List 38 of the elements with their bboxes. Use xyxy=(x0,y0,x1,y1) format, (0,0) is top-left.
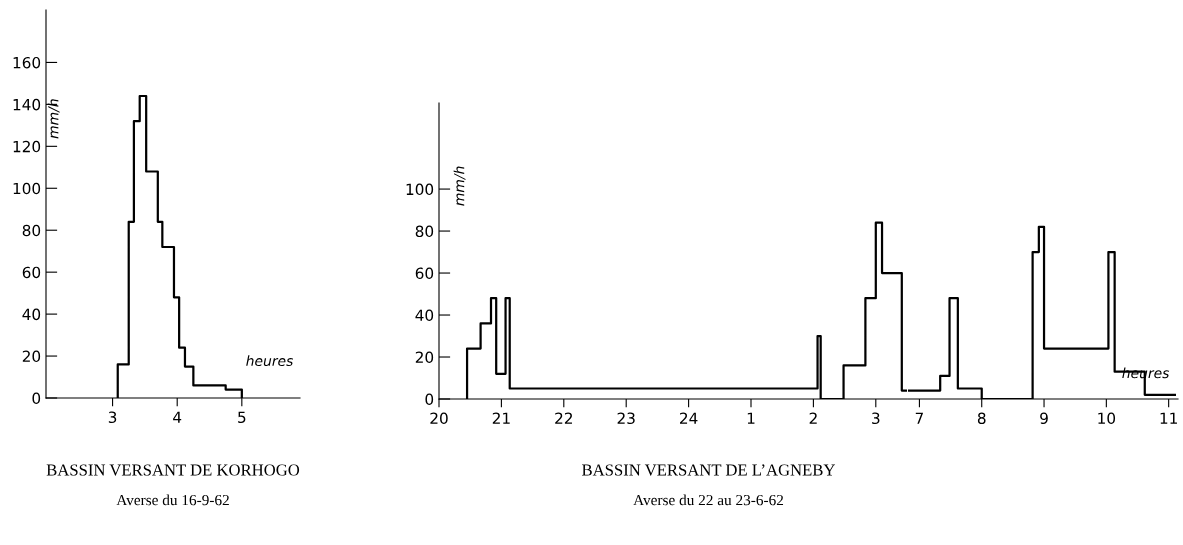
y-tick-label: 60 xyxy=(22,266,41,279)
y-tick-label: 100 xyxy=(13,182,41,195)
x-tick-label: 8 xyxy=(977,412,986,425)
x-tick-label: 20 xyxy=(430,412,448,425)
x-tick-label: 3 xyxy=(108,411,117,424)
y-tick-label: 60 xyxy=(415,267,434,280)
x-tick-label: 1 xyxy=(747,412,755,424)
text: BASSIN VERSANT DE KORHOGO xyxy=(46,464,300,476)
y-tick-label: 80 xyxy=(415,225,434,238)
y-tick-label: 0 xyxy=(32,392,41,405)
y-tick-label: 80 xyxy=(22,224,41,237)
text: BASSIN VERSANT DE L’AGNEBY xyxy=(582,464,836,476)
x-tick-label: 21 xyxy=(492,412,510,424)
y-tick-label: 40 xyxy=(415,309,434,322)
x-tick-label: 22 xyxy=(555,412,572,424)
x-tick-label: 2 xyxy=(809,412,817,424)
text: Averse du 16-9-62 xyxy=(116,494,229,506)
x-tick-label: 24 xyxy=(680,412,698,424)
x-tick-label: 4 xyxy=(173,411,182,423)
y-tick-label: 20 xyxy=(415,351,434,364)
y-tick-label: 40 xyxy=(22,308,41,321)
text: Averse du 22 au 23-6-62 xyxy=(633,494,784,506)
x-tick-label: 10 xyxy=(1098,412,1116,425)
x-axis-title: heures xyxy=(246,355,294,367)
y-tick-label: 160 xyxy=(13,56,41,69)
x-tick-label: 5 xyxy=(238,411,246,424)
x-tick-label: 7 xyxy=(915,412,923,424)
y-tick-label: 100 xyxy=(406,183,434,196)
x-tick-label: 23 xyxy=(617,412,635,425)
y-tick-label: 0 xyxy=(425,393,434,406)
y-axis-title: mm/h xyxy=(453,166,466,206)
x-tick-label: 3 xyxy=(872,412,880,425)
x-tick-label: 11 xyxy=(1160,412,1177,424)
x-tick-label: 9 xyxy=(1040,412,1048,425)
y-tick-label: 140 xyxy=(13,98,41,111)
y-tick-label: 120 xyxy=(13,140,41,153)
y-axis-title: mm/h xyxy=(47,99,60,139)
y-tick-label: 20 xyxy=(22,350,41,363)
